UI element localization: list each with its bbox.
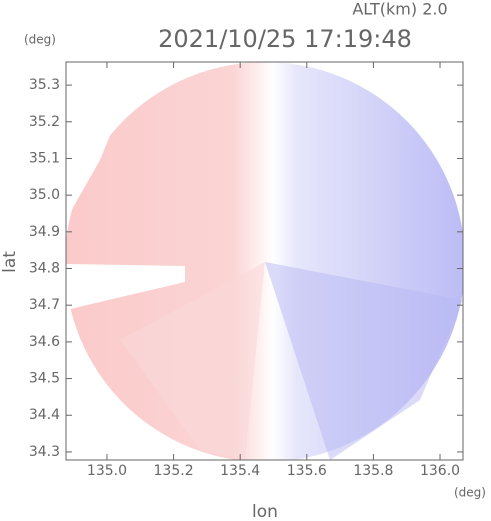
y-tick-label: 35.1 <box>29 150 60 166</box>
y-tick-label: 34.9 <box>29 224 60 240</box>
x-tick-label: 135.2 <box>154 463 194 479</box>
chart-title: 2021/10/25 17:19:48 <box>158 25 412 53</box>
x-tick-label: 135.0 <box>87 463 127 479</box>
no-echo-wedge <box>66 264 185 310</box>
y-tick-label: 34.7 <box>29 297 60 313</box>
y-tick-label: 35.2 <box>29 114 60 130</box>
altitude-annotation: ALT(km) 2.0 <box>352 0 447 19</box>
y-tick-label: 34.6 <box>29 334 60 350</box>
y-tick-label: 34.8 <box>29 261 60 277</box>
plot-frame <box>65 61 464 461</box>
y-axis-label: lat <box>0 251 20 273</box>
y-tick-label: 34.5 <box>29 371 60 387</box>
x-unit: (deg) <box>454 486 486 500</box>
y-tick-label: 35.0 <box>29 187 60 203</box>
radar-shading <box>120 262 265 460</box>
y-tick-label: 35.3 <box>29 77 60 93</box>
radar-field <box>66 62 463 460</box>
y-unit: (deg) <box>24 33 56 47</box>
x-axis-label: lon <box>252 502 278 521</box>
x-tick-label: 135.4 <box>220 463 260 479</box>
x-tick-label: 135.6 <box>287 463 327 479</box>
y-tick-label: 34.4 <box>29 407 60 423</box>
x-tick-label: 136.0 <box>420 463 460 479</box>
radar-shading <box>265 262 463 460</box>
x-tick-label: 135.8 <box>353 463 393 479</box>
y-tick-label: 34.3 <box>29 444 60 460</box>
no-echo-area <box>66 62 140 220</box>
